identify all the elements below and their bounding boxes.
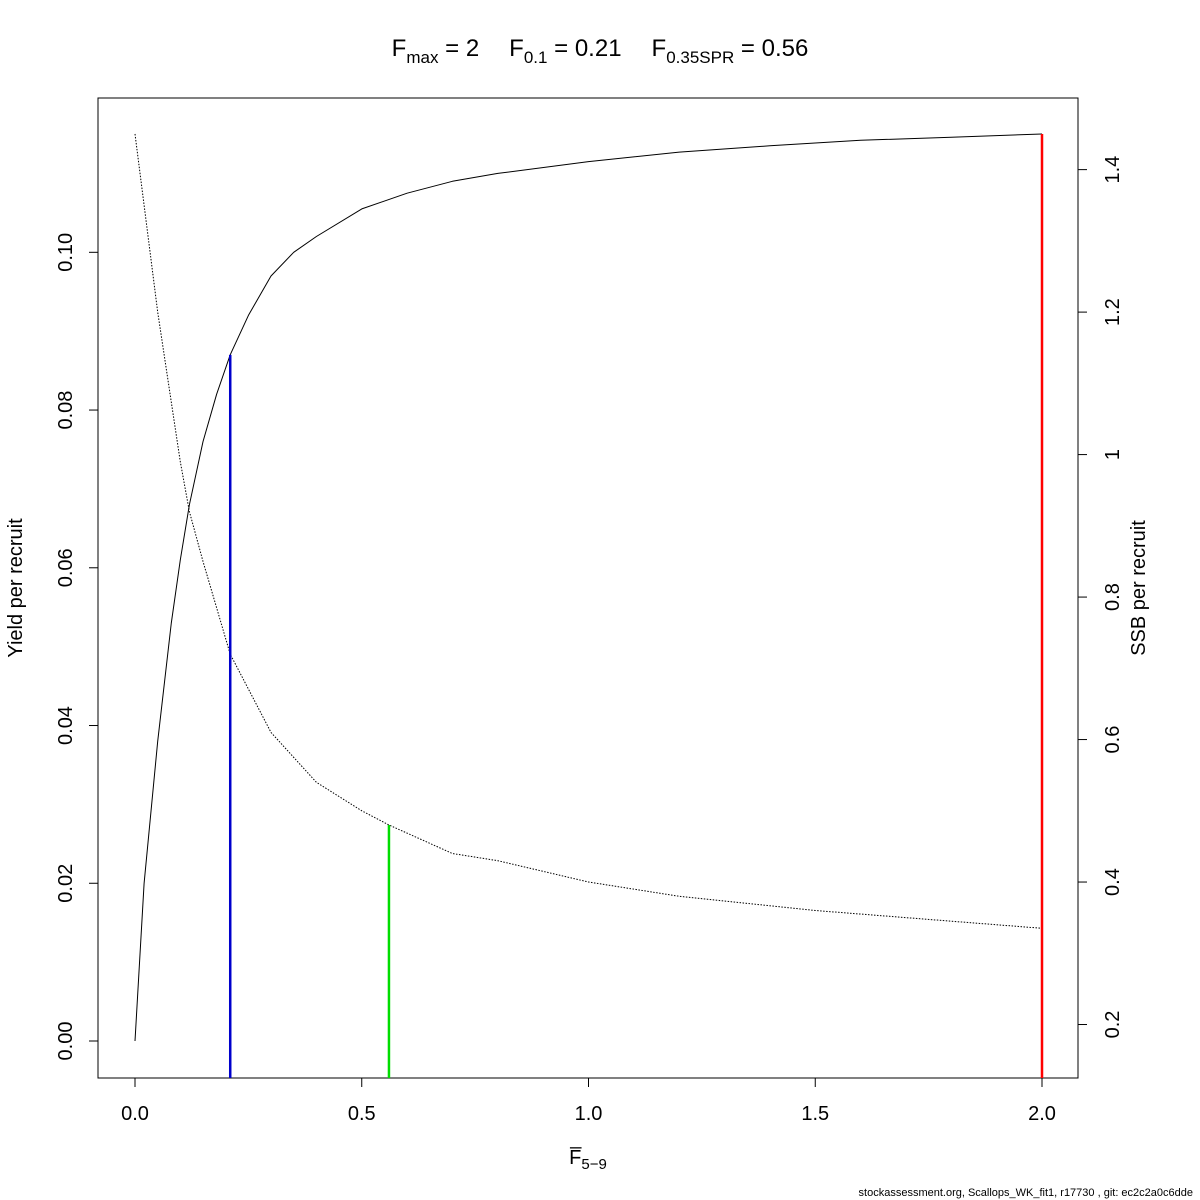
y-right-tick-label: 0.4 — [1102, 868, 1124, 896]
title-fspr-sub: 0.35SPR — [666, 48, 734, 67]
footer-note: stockassessment.org, Scallops_WK_fit1, r… — [859, 1187, 1193, 1199]
title-f01-sub: 0.1 — [524, 48, 548, 67]
title-fmax-value: = 2 — [438, 35, 479, 62]
x-axis-title-sub: 5−9 — [581, 1156, 606, 1173]
y-axis-left: 0.00 0.02 0.04 0.06 0.08 0.10 — [55, 233, 99, 1061]
y-left-tick-label: 0.04 — [55, 706, 77, 745]
y-right-tick-label: 1.2 — [1102, 298, 1124, 326]
reference-lines — [228, 134, 1044, 1078]
x-tick-label: 0.5 — [348, 1103, 376, 1125]
series-group — [134, 133, 1043, 1042]
x-tick-label: 1.0 — [575, 1103, 603, 1125]
yield-per-recruit-line — [134, 133, 1043, 1042]
y-left-tick-label: 0.00 — [55, 1022, 77, 1061]
x-tick-label: 0.0 — [121, 1103, 149, 1125]
y-axis-right-title: SSB per recruit — [1128, 520, 1150, 656]
y-right-tick-label: 1 — [1102, 449, 1124, 460]
y-left-tick-label: 0.10 — [55, 233, 77, 272]
y-right-tick-label: 0.8 — [1102, 583, 1124, 611]
y-left-tick-label: 0.06 — [55, 548, 77, 587]
x-axis: 0.0 0.5 1.0 1.5 2.0 — [121, 1077, 1056, 1125]
y-right-tick-label: 0.6 — [1102, 726, 1124, 754]
y-axis-left-title: Yield per recruit — [5, 518, 27, 658]
x-tick-label: 2.0 — [1028, 1103, 1056, 1125]
title-fspr-value: = 0.56 — [734, 35, 808, 62]
chart-title: Fmax = 2 F0.1 = 0.21 F0.35SPR = 0.56 — [392, 35, 809, 67]
title-f01-main: F — [509, 35, 524, 62]
title-fmax-sub: max — [406, 48, 439, 67]
x-axis-title: F̅5−9 — [569, 1146, 607, 1173]
y-left-tick-label: 0.02 — [55, 864, 77, 903]
y-right-tick-label: 0.2 — [1102, 1011, 1124, 1039]
plot-frame — [97, 97, 1079, 1079]
x-axis-title-main: F̅ — [569, 1146, 582, 1169]
title-f01-value: = 0.21 — [547, 35, 621, 62]
y-left-tick-label: 0.08 — [55, 391, 77, 430]
y-axis-right: 0.2 0.4 0.6 0.8 1 1.2 1.4 — [1077, 156, 1124, 1039]
ssb-per-recruit-line — [134, 133, 1043, 929]
title-fmax-main: F — [392, 35, 407, 62]
y-right-tick-label: 1.4 — [1102, 156, 1124, 184]
title-fspr-main: F — [652, 35, 667, 62]
x-tick-label: 1.5 — [801, 1103, 829, 1125]
